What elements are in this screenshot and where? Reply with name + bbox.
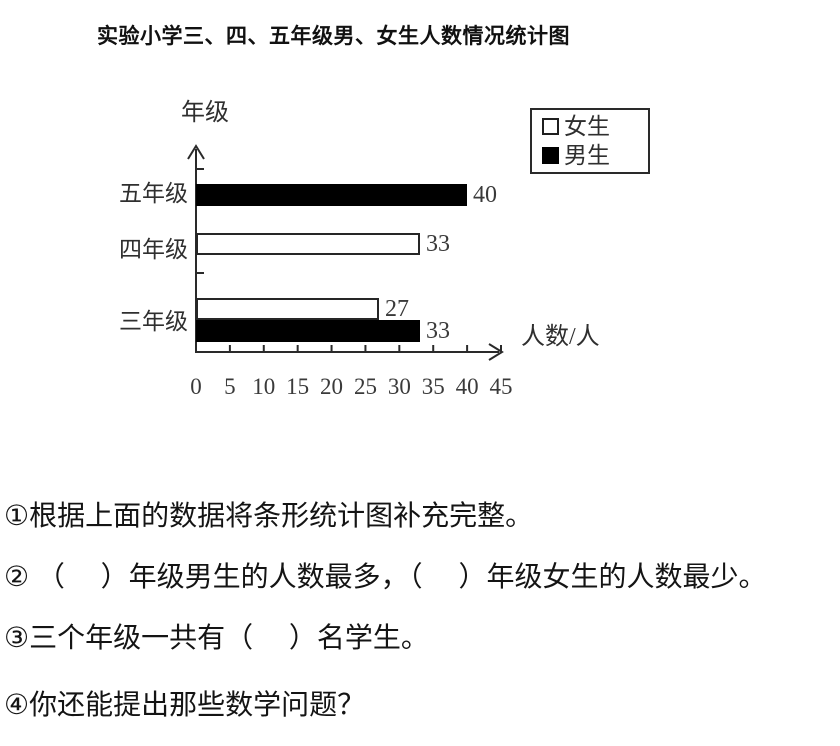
chart-legend: 女生 男生 <box>530 108 650 174</box>
bar-value-label: 33 <box>426 231 450 257</box>
x-tick-label: 30 <box>387 374 411 399</box>
bar-girls-grade4 <box>196 233 420 255</box>
question-4: ④你还能提出那些数学问题？ <box>4 689 366 720</box>
x-tick-label: 10 <box>252 374 276 399</box>
bar-girls-grade3 <box>196 298 379 320</box>
x-tick-label: 5 <box>224 374 236 399</box>
x-tick-label: 40 <box>455 374 479 399</box>
bar-value-label: 33 <box>426 318 450 344</box>
girls-swatch-icon <box>542 118 559 135</box>
y-axis-arrow-icon <box>187 144 205 160</box>
x-tick-label: 25 <box>353 374 377 399</box>
legend-label: 女生 <box>564 113 610 139</box>
legend-item-girls: 女生 <box>542 114 648 140</box>
x-axis-title: 人数/人 <box>521 324 600 350</box>
question-3: ③三个年级一共有（ ）名学生。 <box>4 622 429 653</box>
x-tick-label: 20 <box>320 374 344 399</box>
x-tick-label: 45 <box>489 374 513 399</box>
x-axis-ticks <box>228 345 502 352</box>
bar-boys-grade3 <box>196 320 420 342</box>
legend-item-boys: 男生 <box>542 143 648 169</box>
chart-title: 实验小学三、四、五年级男、女生人数情况统计图 <box>97 25 570 48</box>
x-tick-label: 15 <box>286 374 310 399</box>
x-tick-label: 35 <box>421 374 445 399</box>
y-axis-title: 年级 <box>181 100 229 126</box>
question-2: ② （ ）年级男生的人数最多，（ ）年级女生的人数最少。 <box>4 561 767 592</box>
x-tick-label: 0 <box>190 374 202 399</box>
bar-value-label: 40 <box>473 182 497 208</box>
category-label: 四年级 <box>119 237 188 262</box>
question-1: ①根据上面的数据将条形统计图补充完整。 <box>4 500 534 531</box>
bar-value-label: 27 <box>385 296 409 322</box>
category-label: 三年级 <box>119 309 188 334</box>
boys-swatch-icon <box>542 147 559 164</box>
legend-label: 男生 <box>564 142 610 168</box>
category-label: 五年级 <box>119 181 188 206</box>
bar-boys-grade5 <box>196 184 467 206</box>
